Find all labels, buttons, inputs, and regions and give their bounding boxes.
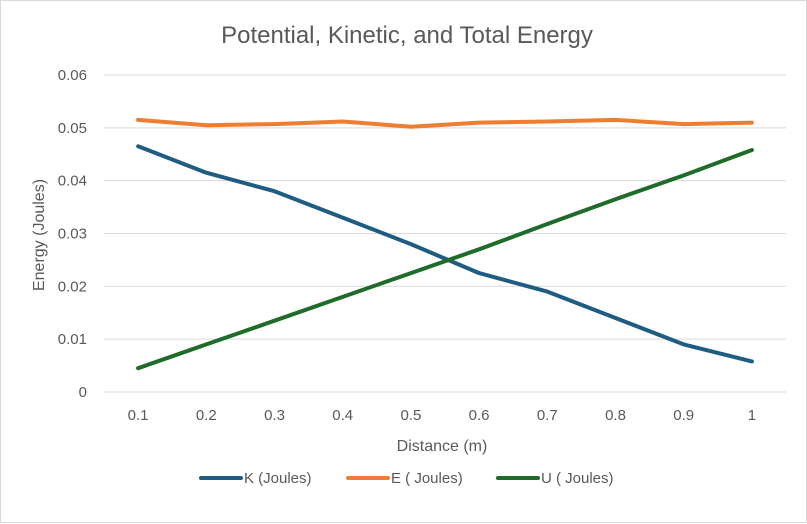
series-lines — [136, 117, 754, 371]
y-tick-label: 0.03 — [58, 226, 87, 243]
legend-label: U ( Joules) — [541, 470, 614, 487]
y-tick-label: 0.04 — [58, 173, 87, 190]
y-tick-label: 0 — [79, 384, 87, 401]
x-tick-label: 0.4 — [332, 407, 353, 424]
x-tick-label: 1 — [748, 407, 756, 424]
x-tick-labels: 0.1 0.2 0.3 0.4 0.5 0.6 0.7 0.8 0.9 1 — [128, 407, 756, 424]
y-axis-title: Energy (Joules) — [31, 179, 48, 291]
legend-label: E ( Joules) — [391, 470, 463, 487]
x-tick-label: 0.7 — [537, 407, 558, 424]
legend-label: K (Joules) — [244, 470, 312, 487]
y-tick-label: 0.06 — [58, 67, 87, 84]
x-tick-label: 0.8 — [605, 407, 626, 424]
series-line-2 — [136, 148, 754, 371]
x-tick-label: 0.3 — [264, 407, 285, 424]
y-tick-label: 0.01 — [58, 331, 87, 348]
x-tick-label: 0.5 — [400, 407, 421, 424]
y-tick-label: 0.02 — [58, 278, 87, 295]
x-tick-label: 0.9 — [673, 407, 694, 424]
chart-title: Potential, Kinetic, and Total Energy — [221, 22, 593, 49]
x-tick-label: 0.2 — [196, 407, 217, 424]
series-line-1 — [136, 117, 754, 129]
y-tick-labels: 0 0.01 0.02 0.03 0.04 0.05 0.06 — [58, 67, 87, 401]
y-tick-label: 0.05 — [58, 120, 87, 137]
series-line-0 — [136, 144, 754, 364]
x-tick-label: 0.1 — [128, 407, 149, 424]
x-tick-label: 0.6 — [469, 407, 490, 424]
x-axis-title: Distance (m) — [397, 438, 488, 455]
legend: K (Joules) E ( Joules) U ( Joules) — [199, 470, 614, 487]
